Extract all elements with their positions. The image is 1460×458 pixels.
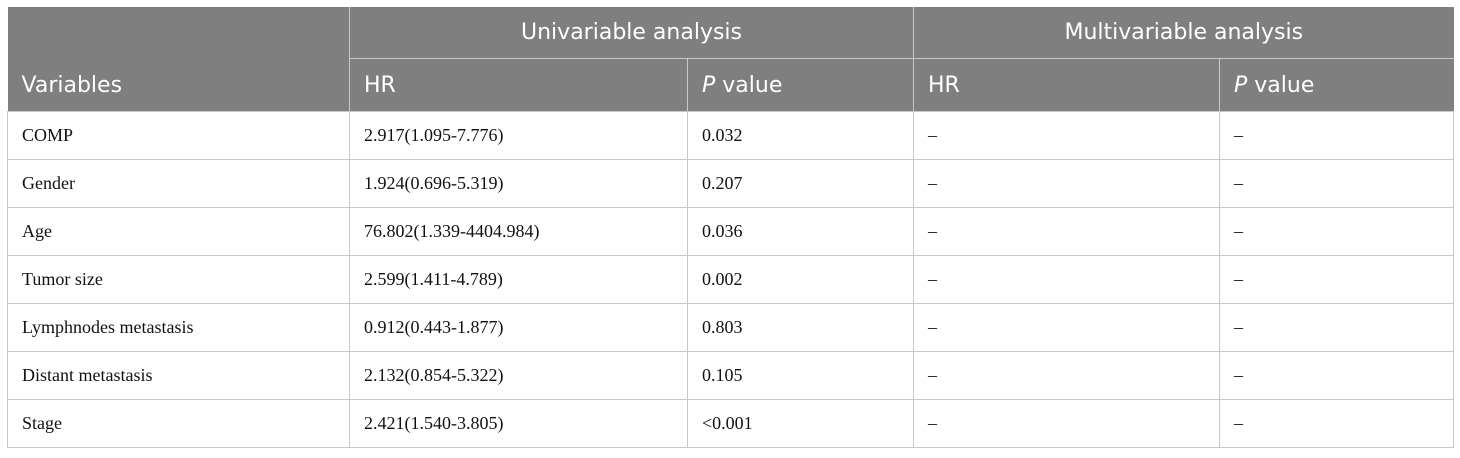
- univariable-group-header: Univariable analysis: [348, 7, 915, 59]
- table-row: Lymphnodes metastasis 0.912(0.443-1.877)…: [7, 303, 1455, 352]
- multivariable-p-cell: –: [1219, 399, 1455, 448]
- univariable-p-cell: 0.032: [686, 111, 915, 160]
- multivariable-p-cell: –: [1219, 255, 1455, 304]
- table-row: COMP 2.917(1.095-7.776) 0.032 – –: [7, 111, 1455, 160]
- multivariable-hr-cell: –: [913, 159, 1221, 208]
- table-row: Distant metastasis 2.132(0.854-5.322) 0.…: [7, 351, 1455, 400]
- table-row: Stage 2.421(1.540-3.805) <0.001 – –: [7, 399, 1455, 448]
- table-row: Gender 1.924(0.696-5.319) 0.207 – –: [7, 159, 1455, 208]
- univariable-p-cell: 0.002: [686, 255, 915, 304]
- univariable-p-cell: 0.105: [686, 351, 915, 400]
- table-header: Variables Univariable analysis Multivari…: [7, 7, 1454, 112]
- table-body: COMP 2.917(1.095-7.776) 0.032 – – Gender…: [7, 111, 1455, 448]
- univariable-hr-cell: 2.599(1.411-4.789): [349, 255, 688, 304]
- variable-cell: COMP: [7, 111, 350, 160]
- univariable-hr-cell: 1.924(0.696-5.319): [349, 159, 688, 208]
- multivariable-p-cell: –: [1219, 207, 1455, 256]
- multivariable-p-cell: –: [1219, 159, 1455, 208]
- univariable-hr-cell: 76.802(1.339-4404.984): [349, 207, 688, 256]
- univariable-p-cell: 0.036: [686, 207, 915, 256]
- multivariable-p-cell: –: [1219, 111, 1455, 160]
- variable-cell: Distant metastasis: [7, 351, 350, 400]
- multivariable-hr-cell: –: [913, 111, 1221, 160]
- univariable-hr-cell: 2.917(1.095-7.776): [349, 111, 688, 160]
- multivariable-p-cell: –: [1219, 303, 1455, 352]
- p-letter: P: [702, 72, 716, 98]
- multivariable-hr-cell: –: [913, 399, 1221, 448]
- multivariable-p-header: P value: [1219, 58, 1454, 112]
- univariable-hr-cell: 2.421(1.540-3.805): [349, 399, 688, 448]
- variable-cell: Age: [7, 207, 350, 256]
- univariable-p-cell: 0.803: [686, 303, 915, 352]
- variable-cell: Gender: [7, 159, 350, 208]
- univariable-hr-cell: 0.912(0.443-1.877): [349, 303, 688, 352]
- hazard-ratio-table: Variables Univariable analysis Multivari…: [7, 7, 1455, 448]
- multivariable-hr-cell: –: [913, 207, 1221, 256]
- multivariable-p-cell: –: [1219, 351, 1455, 400]
- univariable-p-cell: 0.207: [686, 159, 915, 208]
- univariable-hr-header: HR: [349, 58, 688, 112]
- results-table-container: Variables Univariable analysis Multivari…: [7, 7, 1455, 448]
- table-row: Tumor size 2.599(1.411-4.789) 0.002 – –: [7, 255, 1455, 304]
- variables-header: Variables: [7, 7, 350, 112]
- variable-cell: Lymphnodes metastasis: [7, 303, 350, 352]
- p-suffix: value: [1247, 72, 1315, 98]
- variable-cell: Tumor size: [7, 255, 350, 304]
- multivariable-group-header: Multivariable analysis: [913, 7, 1454, 59]
- multivariable-hr-cell: –: [913, 255, 1221, 304]
- multivariable-hr-cell: –: [913, 303, 1221, 352]
- p-suffix: value: [715, 72, 783, 98]
- variable-cell: Stage: [7, 399, 350, 448]
- univariable-hr-cell: 2.132(0.854-5.322): [349, 351, 688, 400]
- univariable-p-cell: <0.001: [686, 399, 915, 448]
- table-row: Age 76.802(1.339-4404.984) 0.036 – –: [7, 207, 1455, 256]
- univariable-p-header: P value: [686, 58, 915, 112]
- multivariable-hr-cell: –: [913, 351, 1221, 400]
- multivariable-hr-header: HR: [913, 58, 1221, 112]
- p-letter: P: [1234, 72, 1248, 98]
